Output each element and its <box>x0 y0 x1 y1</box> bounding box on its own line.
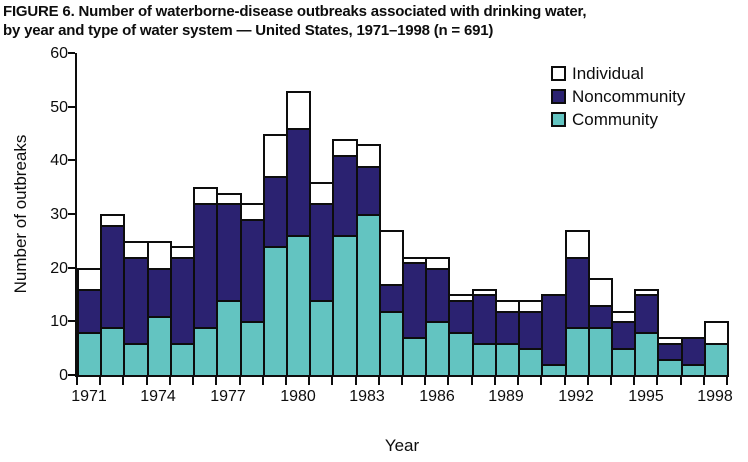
x-tick-label-1992: 1992 <box>558 388 594 405</box>
x-tick <box>239 377 241 385</box>
x-axis-title: Year <box>384 436 420 455</box>
y-tick-label-10: 10 <box>50 313 68 330</box>
bar-1981-community <box>309 300 334 377</box>
bar-1990-community <box>518 348 543 377</box>
bar-1994-community <box>611 348 636 377</box>
bar-1996-community <box>657 359 683 377</box>
y-tick-label-20: 20 <box>50 260 68 277</box>
y-tick-10 <box>68 320 75 322</box>
y-tick-50 <box>68 106 75 108</box>
bar-1972-community <box>100 327 125 377</box>
bar-1982-community <box>332 235 358 377</box>
bar-1993-community <box>588 327 613 377</box>
legend-label-noncommunity: Noncommunity <box>572 87 686 106</box>
x-tick-label-1989: 1989 <box>488 388 524 405</box>
x-tick-label-1971: 1971 <box>71 388 107 405</box>
x-tick <box>517 377 519 385</box>
y-axis-line <box>75 53 77 377</box>
legend-label-community: Community <box>572 110 658 129</box>
bar-1980-community <box>286 235 311 377</box>
y-tick-30 <box>68 213 75 215</box>
legend-item-community: Community <box>551 110 685 129</box>
legend-item-individual: Individual <box>551 64 685 83</box>
y-tick-label-40: 40 <box>50 152 68 169</box>
bar-1989-community <box>495 343 520 377</box>
x-tick <box>285 377 287 385</box>
x-tick <box>424 377 426 385</box>
x-tick <box>587 377 589 385</box>
y-tick-20 <box>68 267 75 269</box>
x-tick <box>540 377 542 385</box>
x-tick <box>76 377 78 385</box>
x-tick <box>610 377 612 385</box>
bar-1983-community <box>356 214 381 377</box>
x-tick <box>471 377 473 385</box>
bar-1985-community <box>402 337 427 377</box>
legend-swatch-1 <box>551 89 566 104</box>
x-tick <box>447 377 449 385</box>
x-tick <box>726 377 728 385</box>
bar-1978-community <box>240 321 265 377</box>
y-tick-40 <box>68 159 75 161</box>
x-tick <box>703 377 705 385</box>
x-tick-label-1977: 1977 <box>210 388 246 405</box>
x-tick-label-1974: 1974 <box>140 388 176 405</box>
x-tick <box>122 377 124 385</box>
x-tick <box>215 377 217 385</box>
x-tick <box>494 377 496 385</box>
x-tick <box>378 377 380 385</box>
x-tick <box>633 377 635 385</box>
legend-item-noncommunity: Noncommunity <box>551 87 685 106</box>
y-tick-label-30: 30 <box>50 206 68 223</box>
x-tick <box>308 377 310 385</box>
bar-1974-community <box>147 316 172 377</box>
figure-title-line2: by year and type of water system — Unite… <box>3 21 494 39</box>
x-tick <box>146 377 148 385</box>
y-tick-0 <box>68 374 75 376</box>
y-tick-label-0: 0 <box>59 367 68 384</box>
x-tick <box>331 377 333 385</box>
bar-1984-community <box>379 311 404 377</box>
legend-swatch-0 <box>551 66 566 81</box>
x-tick <box>262 377 264 385</box>
x-tick <box>99 377 101 385</box>
bar-1971-community <box>77 332 102 377</box>
bar-1987-community <box>448 332 474 377</box>
bar-1977-community <box>216 300 242 377</box>
bar-1979-community <box>263 246 288 377</box>
y-tick-label-60: 60 <box>50 45 68 62</box>
bar-1998-community <box>704 343 729 377</box>
x-tick-label-1980: 1980 <box>280 388 316 405</box>
x-tick <box>169 377 171 385</box>
x-tick <box>192 377 194 385</box>
x-tick-label-1983: 1983 <box>349 388 385 405</box>
x-tick-label-1995: 1995 <box>628 388 664 405</box>
bar-1995-community <box>634 332 659 377</box>
bar-1975-community <box>170 343 195 377</box>
figure-title-line1: FIGURE 6. Number of waterborne-disease o… <box>3 3 587 20</box>
bar-1991-community <box>541 364 567 377</box>
x-tick <box>564 377 566 385</box>
figure-title: FIGURE 6. Number of waterborne-disease o… <box>3 3 747 40</box>
plot-area <box>68 52 729 385</box>
bar-1992-community <box>565 327 590 377</box>
legend-swatch-2 <box>551 112 566 127</box>
bar-1976-community <box>193 327 218 377</box>
bar-1988-community <box>472 343 497 377</box>
y-tick-60 <box>68 52 75 54</box>
y-tick-label-50: 50 <box>50 99 68 116</box>
bar-1986-community <box>425 321 450 377</box>
legend: Individual Noncommunity Community <box>551 64 685 133</box>
bar-1997-community <box>681 364 706 377</box>
x-tick <box>401 377 403 385</box>
x-tick-label-1998: 1998 <box>697 388 733 405</box>
x-tick <box>355 377 357 385</box>
x-tick <box>656 377 658 385</box>
x-tick <box>680 377 682 385</box>
legend-label-individual: Individual <box>572 64 644 83</box>
bar-1973-community <box>123 343 149 377</box>
x-tick-label-1986: 1986 <box>419 388 455 405</box>
